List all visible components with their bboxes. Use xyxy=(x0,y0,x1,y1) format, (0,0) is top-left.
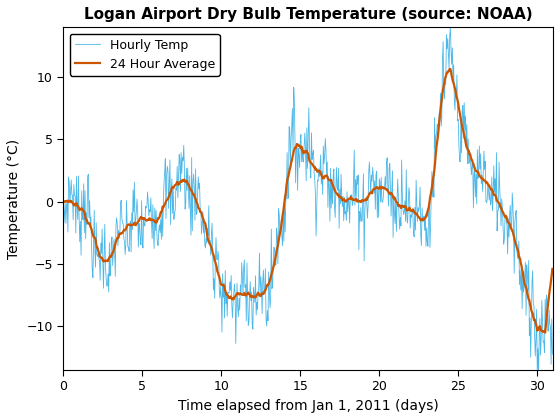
24 Hour Average xyxy=(62,199,69,204)
Hourly Temp xyxy=(411,234,418,239)
Line: Hourly Temp: Hourly Temp xyxy=(63,28,552,375)
24 Hour Average xyxy=(549,266,556,271)
Hourly Temp xyxy=(287,160,294,165)
24 Hour Average xyxy=(128,223,135,228)
24 Hour Average xyxy=(287,165,294,170)
Y-axis label: Temperature (°C): Temperature (°C) xyxy=(7,139,21,259)
Hourly Temp xyxy=(535,372,542,377)
24 Hour Average xyxy=(411,209,418,214)
Legend: Hourly Temp, 24 Hour Average: Hourly Temp, 24 Hour Average xyxy=(69,34,220,76)
24 Hour Average xyxy=(423,214,430,219)
Hourly Temp xyxy=(60,180,67,185)
X-axis label: Time elapsed from Jan 1, 2011 (days): Time elapsed from Jan 1, 2011 (days) xyxy=(178,399,438,413)
Hourly Temp xyxy=(447,25,454,30)
Hourly Temp xyxy=(269,286,276,291)
24 Hour Average xyxy=(446,66,453,71)
24 Hour Average xyxy=(542,330,548,335)
Hourly Temp xyxy=(549,352,556,357)
24 Hour Average xyxy=(269,270,276,275)
Line: 24 Hour Average: 24 Hour Average xyxy=(63,69,552,333)
Title: Logan Airport Dry Bulb Temperature (source: NOAA): Logan Airport Dry Bulb Temperature (sour… xyxy=(84,7,533,22)
24 Hour Average xyxy=(60,200,67,205)
Hourly Temp xyxy=(128,210,135,215)
Hourly Temp xyxy=(62,201,69,206)
Hourly Temp xyxy=(423,244,430,249)
